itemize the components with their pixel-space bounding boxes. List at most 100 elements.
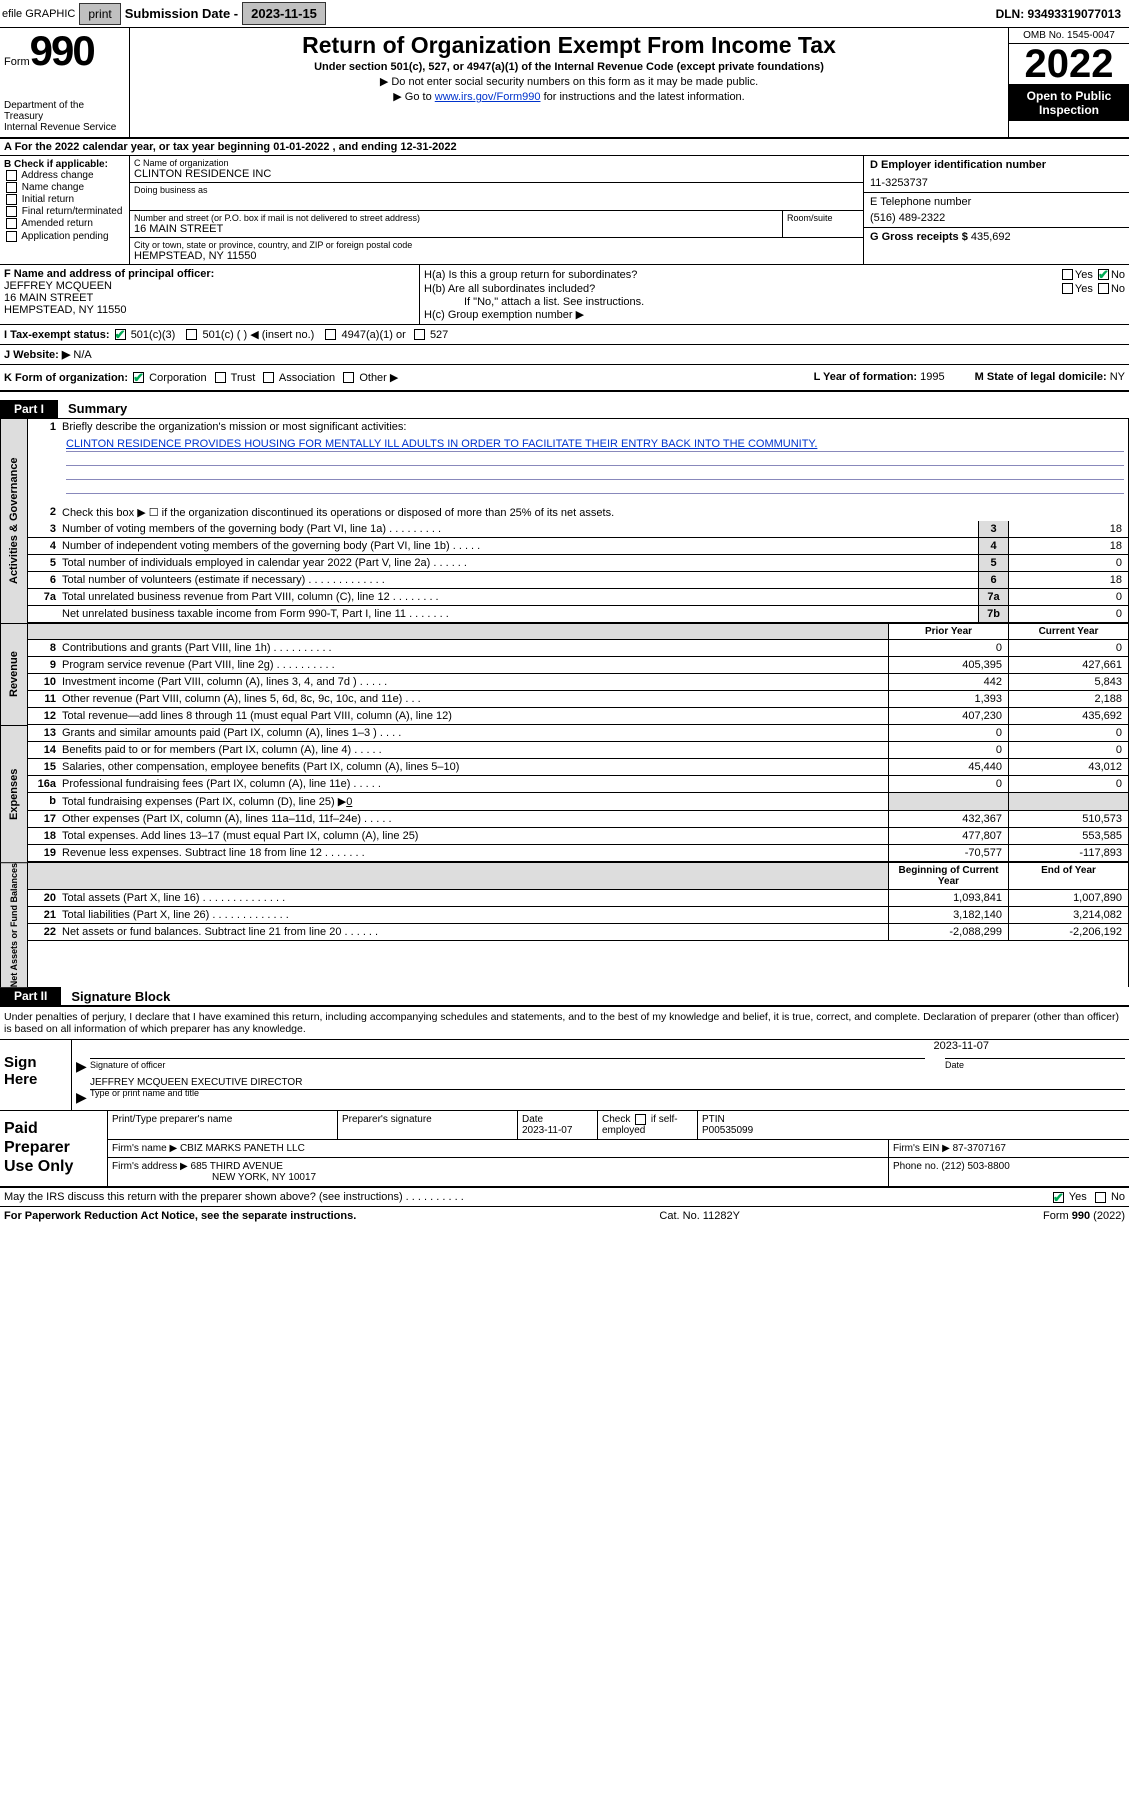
c22: -2,206,192: [1008, 924, 1128, 940]
submission-date-label: Submission Date -: [125, 6, 238, 21]
line-9: Program service revenue (Part VIII, line…: [60, 657, 888, 673]
p16b-shade: [888, 793, 1008, 810]
section-f: F Name and address of principal officer:…: [0, 265, 420, 324]
declaration-text: Under penalties of perjury, I declare th…: [0, 1005, 1129, 1039]
prior-year-header: Prior Year: [888, 624, 1008, 639]
line-18: Total expenses. Add lines 13–17 (must eq…: [60, 828, 888, 844]
name-change-checkbox[interactable]: [6, 182, 17, 193]
sign-field-label: Signature of officer: [90, 1058, 925, 1075]
corp-checkbox[interactable]: [133, 372, 144, 383]
irs-link[interactable]: www.irs.gov/Form990: [435, 91, 541, 103]
gross-receipts-label: G Gross receipts $: [870, 231, 971, 243]
form-year-block: OMB No. 1545-0047 2022 Open to Public In…: [1009, 28, 1129, 137]
initial-return-checkbox[interactable]: [6, 194, 17, 205]
part2-tag: Part II: [0, 987, 61, 1005]
part2-header: Part II Signature Block: [0, 987, 1129, 1005]
officer-name: JEFFREY MCQUEEN: [4, 280, 415, 292]
hb-label: H(b) Are all subordinates included?: [424, 283, 595, 295]
l-label: L Year of formation:: [814, 371, 921, 383]
sign-arrow-2: ▶: [76, 1089, 90, 1106]
gross-receipts-value: 435,692: [971, 231, 1011, 243]
footer-left: For Paperwork Reduction Act Notice, see …: [4, 1210, 356, 1222]
part1-header: Part I Summary: [0, 400, 1129, 418]
p20: 1,093,841: [888, 890, 1008, 906]
line-10: Investment income (Part VIII, column (A)…: [60, 674, 888, 690]
c-label: C Name of organization: [134, 158, 859, 168]
p8: 0: [888, 640, 1008, 656]
dba-label: Doing business as: [134, 185, 859, 195]
line-11: Other revenue (Part VIII, column (A), li…: [60, 691, 888, 707]
form-subtitle-3: ▶ Go to www.irs.gov/Form990 for instruct…: [136, 90, 1002, 103]
c14: 0: [1008, 742, 1128, 758]
section-i: I Tax-exempt status: 501(c)(3) 501(c) ( …: [0, 325, 1129, 344]
hb-yes-checkbox[interactable]: [1062, 283, 1073, 294]
final-return-checkbox[interactable]: [6, 206, 17, 217]
line-19: Revenue less expenses. Subtract line 18 …: [60, 845, 888, 861]
print-button[interactable]: print: [79, 3, 120, 25]
dept-label: Department of the Treasury Internal Reve…: [4, 100, 125, 133]
p18: 477,807: [888, 828, 1008, 844]
officer-addr1: 16 MAIN STREET: [4, 292, 415, 304]
c16b-shade: [1008, 793, 1128, 810]
4947-checkbox[interactable]: [325, 329, 336, 340]
line-22: Net assets or fund balances. Subtract li…: [60, 924, 888, 940]
may-yes-checkbox[interactable]: [1053, 1192, 1064, 1203]
may-no-checkbox[interactable]: [1095, 1192, 1106, 1203]
dln: DLN: 93493319077013: [996, 7, 1127, 21]
amended-return-checkbox[interactable]: [6, 218, 17, 229]
501c-checkbox[interactable]: [186, 329, 197, 340]
section-j: J Website: ▶ N/A: [0, 345, 1129, 364]
sign-name-field: JEFFREY MCQUEEN EXECUTIVE DIRECTOR Type …: [90, 1089, 1125, 1106]
hb-no-checkbox[interactable]: [1098, 283, 1109, 294]
line-14: Benefits paid to or for members (Part IX…: [60, 742, 888, 758]
c18: 553,585: [1008, 828, 1128, 844]
ha-no-checkbox[interactable]: [1098, 269, 1109, 280]
p10: 442: [888, 674, 1008, 690]
trust-checkbox[interactable]: [215, 372, 226, 383]
section-h: H(a) Is this a group return for subordin…: [420, 265, 1129, 324]
form-subtitle-1: Under section 501(c), 527, or 4947(a)(1)…: [136, 61, 1002, 73]
ha-yes-checkbox[interactable]: [1062, 269, 1073, 280]
sign-date-value: 2023-11-07: [934, 1040, 989, 1052]
city-value: HEMPSTEAD, NY 11550: [134, 250, 859, 262]
m-label: M State of legal domicile:: [975, 371, 1110, 383]
prep-sig-label: Preparer's signature: [338, 1111, 518, 1139]
firm-addr-cell: Firm's address ▶ 685 THIRD AVENUENEW YOR…: [108, 1158, 889, 1186]
val-4: 18: [1008, 538, 1128, 554]
signer-name: JEFFREY MCQUEEN EXECUTIVE DIRECTOR: [90, 1077, 1125, 1088]
line-6: Total number of volunteers (estimate if …: [60, 572, 978, 588]
c20: 1,007,890: [1008, 890, 1128, 906]
527-checkbox[interactable]: [414, 329, 425, 340]
current-year-header: Current Year: [1008, 624, 1128, 639]
line-2: Check this box ▶ ☐ if the organization d…: [60, 504, 1128, 521]
f-label: F Name and address of principal officer:: [4, 268, 415, 280]
self-emp-checkbox[interactable]: [635, 1114, 646, 1125]
revenue-label: Revenue: [0, 623, 28, 725]
form-title: Return of Organization Exempt From Incom…: [136, 32, 1002, 59]
line-21: Total liabilities (Part X, line 26) . . …: [60, 907, 888, 923]
part1-tag: Part I: [0, 400, 58, 418]
sign-date-label: Date: [945, 1058, 1125, 1075]
c19: -117,893: [1008, 845, 1128, 861]
line-3: Number of voting members of the governin…: [60, 521, 978, 537]
501c3-checkbox[interactable]: [115, 329, 126, 340]
addr-change-checkbox[interactable]: [6, 170, 17, 181]
c11: 2,188: [1008, 691, 1128, 707]
ha-label: H(a) Is this a group return for subordin…: [424, 269, 637, 281]
footer-right: Form 990 (2022): [1043, 1210, 1125, 1222]
line-16b: Total fundraising expenses (Part IX, col…: [60, 793, 888, 810]
paid-preparer-label: Paid Preparer Use Only: [0, 1111, 108, 1186]
assoc-checkbox[interactable]: [263, 372, 274, 383]
ein-value: 11-3253737: [870, 177, 1123, 189]
line-5: Total number of individuals employed in …: [60, 555, 978, 571]
self-emp-cell: Check if self-employed: [598, 1111, 698, 1139]
may-discuss-text: May the IRS discuss this return with the…: [4, 1191, 1051, 1203]
mission-blank-2: [66, 466, 1124, 480]
app-pending-checkbox[interactable]: [6, 231, 17, 242]
prep-date-cell: Date2023-11-07: [518, 1111, 598, 1139]
line-13: Grants and similar amounts paid (Part IX…: [60, 725, 888, 741]
mission-blank-1: [66, 452, 1124, 466]
p12: 407,230: [888, 708, 1008, 724]
section-b: B Check if applicable: Address change Na…: [0, 156, 130, 264]
other-checkbox[interactable]: [343, 372, 354, 383]
